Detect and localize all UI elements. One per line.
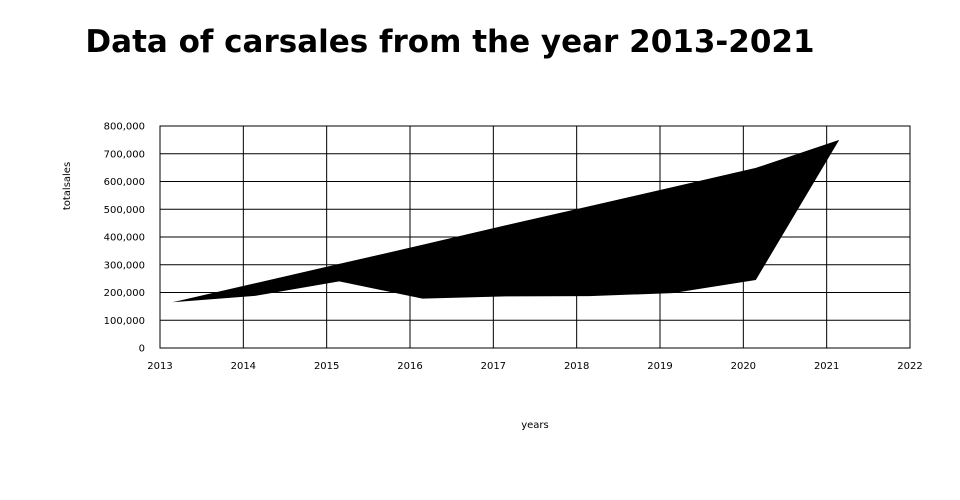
y-axis-ticks: 0 100,000 200,000 300,000 400,000 500,000 600,… (104, 122, 145, 355)
x-tick-label: 2022 (897, 361, 922, 372)
y-tick-label: 600,000 (104, 177, 145, 188)
chart-title: Data of carsales from the year 2013-2021 (85, 24, 815, 60)
x-tick-label: 2017 (481, 361, 506, 372)
x-axis-ticks: 2013 2014 2015 2016 2017 2018 2019 2020 2021 2022 (147, 361, 922, 372)
y-tick-label: 700,000 (104, 149, 145, 160)
plot-frame (159, 125, 911, 349)
area-series (172, 139, 840, 303)
x-tick-label: 2018 (564, 361, 589, 372)
y-tick-label: 0 (139, 344, 145, 355)
x-tick-label: 2016 (397, 361, 422, 372)
x-tick-label: 2014 (231, 361, 256, 372)
x-tick-label: 2020 (731, 361, 756, 372)
y-axis-title: totalsales (62, 162, 73, 210)
y-tick-label: 500,000 (104, 205, 145, 216)
x-tick-label: 2013 (147, 361, 172, 372)
x-tick-label: 2015 (314, 361, 339, 372)
y-tick-label: 100,000 (104, 316, 145, 327)
x-tick-label: 2021 (814, 361, 839, 372)
x-axis-title: years (521, 420, 549, 431)
area-layer (172, 139, 840, 303)
x-tick-label: 2019 (647, 361, 672, 372)
y-tick-label: 200,000 (104, 288, 145, 299)
y-tick-label: 300,000 (104, 260, 145, 271)
y-tick-label: 400,000 (104, 233, 145, 244)
y-tick-label: 800,000 (104, 122, 145, 133)
